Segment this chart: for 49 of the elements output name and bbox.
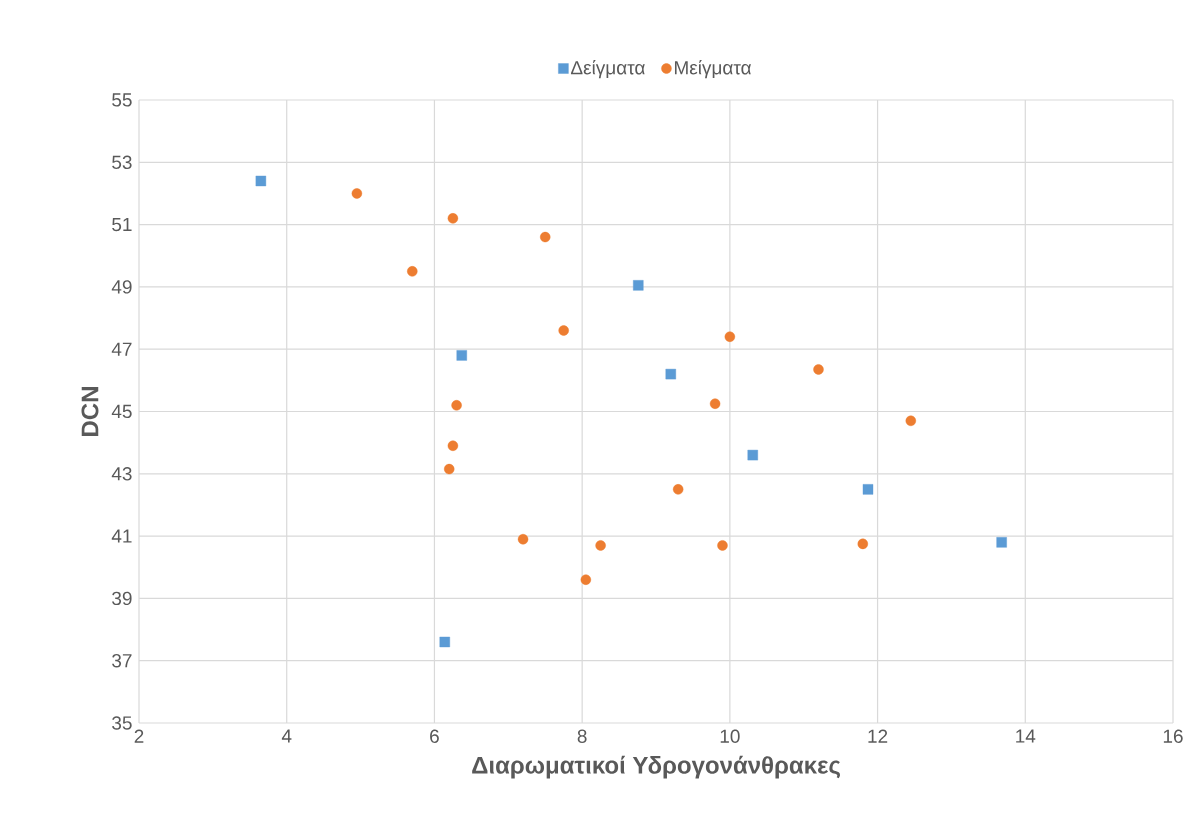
point xyxy=(407,266,418,277)
legend-label: Δείγματα xyxy=(570,59,645,79)
point xyxy=(456,350,467,361)
x-tick-label: 4 xyxy=(281,729,292,743)
y-tick-label: 39 xyxy=(112,591,132,606)
point xyxy=(517,534,529,545)
point xyxy=(595,540,606,551)
x-axis-title: Διαρωματικοί Υδρογονάνθρακες xyxy=(472,755,840,779)
point xyxy=(665,368,676,380)
y-tick-label: 37 xyxy=(112,653,132,668)
point xyxy=(747,449,758,461)
point xyxy=(451,400,462,411)
point xyxy=(905,415,917,427)
point xyxy=(672,484,684,495)
legend-label: Μείγματα xyxy=(674,59,752,79)
point xyxy=(558,325,569,336)
x-tick-label: 12 xyxy=(868,729,888,743)
point xyxy=(813,364,824,375)
point xyxy=(351,188,363,199)
point xyxy=(439,636,450,648)
x-tick-label: 2 xyxy=(134,729,144,743)
point xyxy=(540,231,551,243)
y-tick-label: 45 xyxy=(111,404,132,419)
y-tick-label: 55 xyxy=(112,93,132,107)
point xyxy=(862,484,874,495)
y-tick-label: 49 xyxy=(111,280,132,294)
point xyxy=(996,537,1007,548)
y-tick-label: 35 xyxy=(112,716,132,730)
y-axis-title: DCN xyxy=(81,387,99,436)
y-tick-label: 41 xyxy=(111,529,132,543)
y-tick-label: 53 xyxy=(112,155,132,170)
x-tick-label: 8 xyxy=(577,729,587,743)
point xyxy=(255,175,267,187)
y-tick-label: 47 xyxy=(111,342,132,356)
point xyxy=(633,280,644,291)
point xyxy=(580,574,592,585)
point xyxy=(447,213,459,224)
point xyxy=(709,398,721,409)
x-tick-label: 10 xyxy=(720,729,740,743)
point xyxy=(444,463,455,475)
point xyxy=(717,540,728,551)
y-tick-label: 51 xyxy=(112,217,132,232)
x-tick-label: 6 xyxy=(430,729,439,743)
point xyxy=(447,440,459,451)
point xyxy=(724,331,736,342)
point xyxy=(857,538,868,550)
x-tick-label: 16 xyxy=(1163,729,1183,743)
x-tick-label: 14 xyxy=(1016,729,1036,743)
y-tick-label: 43 xyxy=(111,467,132,481)
